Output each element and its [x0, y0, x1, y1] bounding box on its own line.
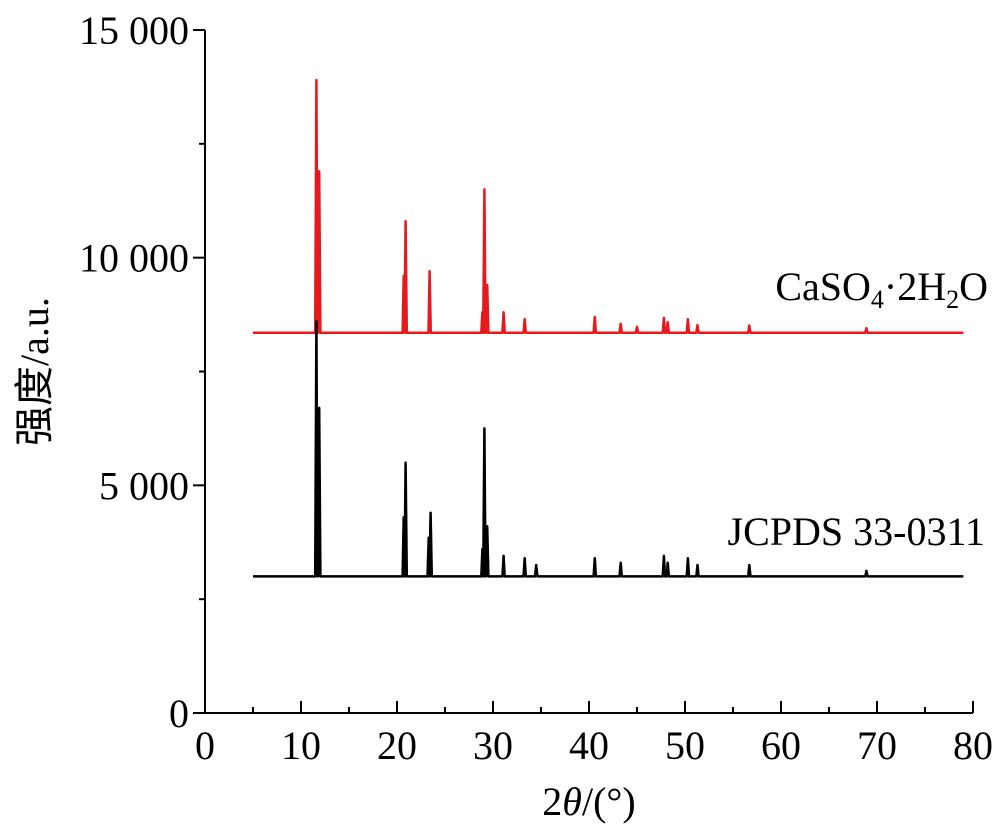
y-tick-label: 5 000: [99, 463, 189, 508]
x-tick-label: 80: [953, 723, 993, 768]
x-tick-label: 20: [377, 723, 417, 768]
x-axis-title: 2θ/(°): [542, 779, 635, 824]
y-tick-label: 15 000: [79, 8, 189, 53]
x-tick-label: 50: [665, 723, 705, 768]
x-tick-label: 30: [473, 723, 513, 768]
y-tick-label: 0: [169, 691, 189, 736]
y-tick-label: 10 000: [79, 236, 189, 281]
series-layer: [253, 78, 964, 578]
series-line-jcpds: [253, 320, 964, 578]
x-tick-label: 70: [857, 723, 897, 768]
x-tick-label: 60: [761, 723, 801, 768]
y-axis-title: 强度/a.u.: [12, 297, 57, 446]
x-tick-label: 0: [195, 723, 215, 768]
x-tick-label: 10: [281, 723, 321, 768]
series-line-caso4: [253, 78, 964, 335]
axes: [193, 29, 974, 714]
series-label-jcpds: JCPDS 33-0311: [728, 509, 985, 554]
labels-layer: 0 10 20 30 40 50 60 70 80 0 5 000 10 000 15 000 2θ/(°…: [12, 8, 993, 824]
series-label-caso4: CaSO4·2H2O: [775, 264, 988, 314]
x-tick-label: 40: [569, 723, 609, 768]
